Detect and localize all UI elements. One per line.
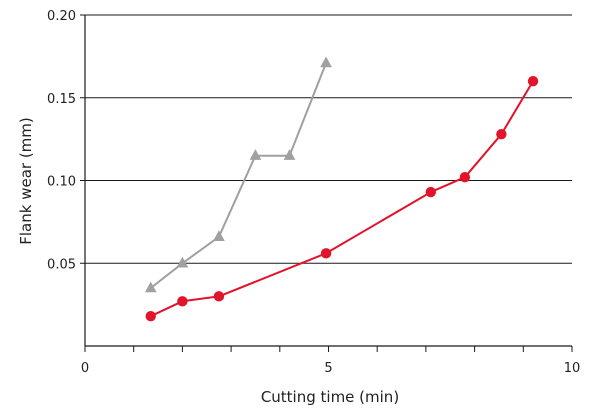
y-tick-label: 0.05	[47, 257, 76, 272]
series-1-line	[150, 62, 328, 289]
series-2-line	[150, 80, 534, 318]
series-2-point	[320, 248, 332, 259]
series-2-point	[145, 311, 156, 322]
x-axis-title: Cutting time (min)	[261, 388, 399, 406]
x-tick-label: 5	[324, 361, 332, 376]
series-1-point	[144, 281, 157, 293]
y-axis-title: Flank wear (mm)	[17, 117, 35, 245]
y-tick-label: 0.10	[47, 175, 76, 190]
series-1-point	[283, 149, 296, 160]
x-tick-label: 0	[81, 361, 89, 376]
y-tick-label: 0.20	[47, 9, 76, 24]
series-2-point	[527, 76, 539, 87]
series-2-point	[425, 186, 436, 198]
ticks: 0.05 0.10 0.15 0.20 0 5 10	[47, 9, 580, 376]
x-tick-label: 10	[564, 361, 581, 376]
series-2-point	[177, 296, 188, 307]
grid-lines	[85, 14, 572, 264]
series-1-point	[176, 256, 189, 268]
series-1-point	[320, 56, 332, 68]
series-1-point	[249, 149, 262, 160]
series-2-point	[496, 128, 507, 140]
series-2-point	[213, 291, 225, 302]
plot-area	[144, 56, 539, 322]
series-2-point	[459, 171, 471, 183]
series-1-point	[213, 230, 225, 241]
y-tick-label: 0.15	[47, 92, 76, 107]
